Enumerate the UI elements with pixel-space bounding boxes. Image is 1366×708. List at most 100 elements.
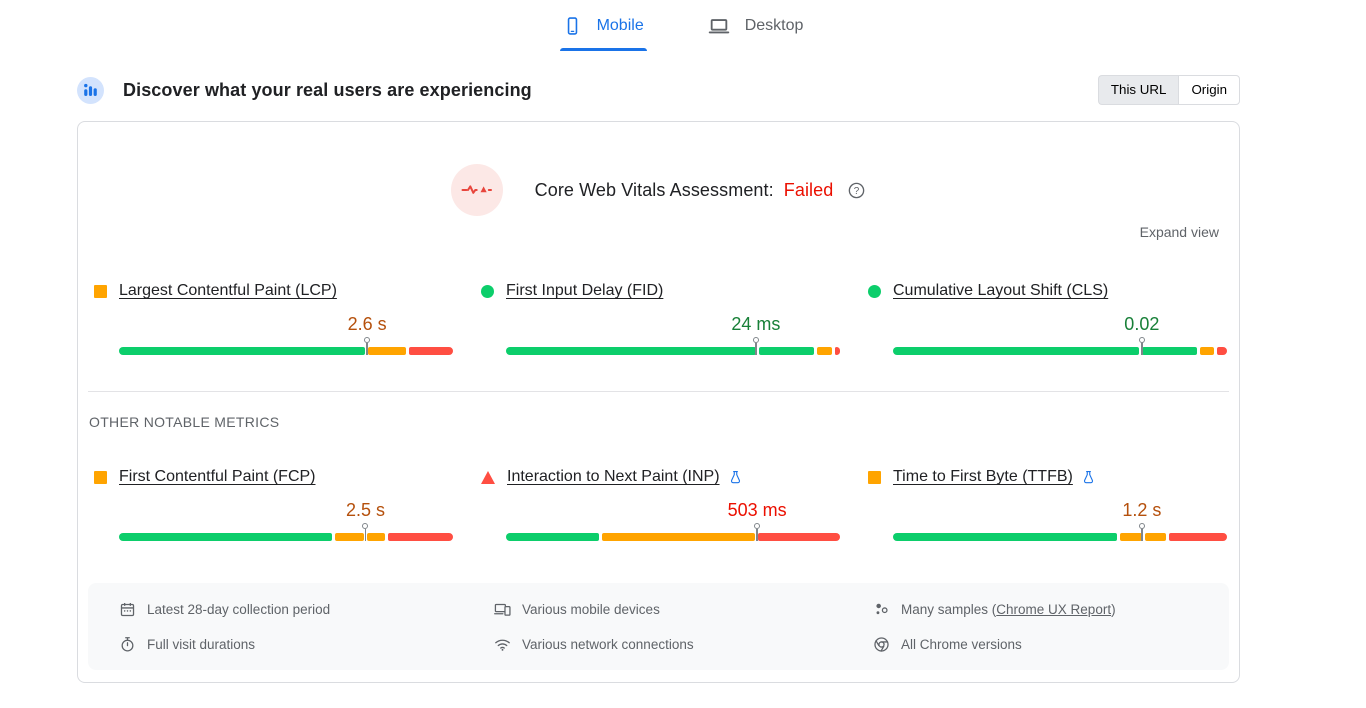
metric-value: 24 ms	[731, 314, 781, 334]
metric-link[interactable]: First Contentful Paint (FCP)	[119, 468, 316, 485]
section-divider	[88, 391, 1229, 392]
collection-info-item: Latest 28-day collection period	[119, 595, 494, 623]
help-icon[interactable]	[847, 181, 866, 200]
metric-value-row: 2.6 s	[119, 314, 453, 340]
collection-info-grid: Latest 28-day collection period Various …	[119, 595, 1209, 658]
metric-rating-bullet	[94, 284, 107, 298]
p75-marker-stem	[1141, 343, 1143, 355]
p75-marker-dot	[364, 337, 371, 343]
footer-item-text: Various mobile devices	[522, 601, 660, 617]
metric-value: 503 ms	[727, 500, 787, 520]
p75-marker	[362, 523, 369, 541]
assessment-label: Core Web Vitals Assessment:	[534, 179, 774, 200]
p75-marker	[752, 337, 759, 355]
distribution-segment-good	[1141, 347, 1198, 355]
distribution-segment-ni	[816, 347, 832, 355]
distribution-segment-poor	[758, 533, 840, 541]
metric-distribution-bar	[119, 347, 453, 355]
collection-info-item: Many samples (Chrome UX Report)	[873, 595, 1209, 623]
pulse-icon	[461, 185, 492, 194]
distribution-segment-good	[893, 347, 1139, 355]
metric-fcp: First Contentful Paint (FCP) 2.5 s	[94, 466, 454, 541]
tab-desktop-label: Desktop	[744, 17, 804, 34]
active-tab-underline	[559, 48, 647, 51]
desktop-icon	[708, 15, 730, 37]
tab-desktop[interactable]: Desktop	[705, 8, 807, 51]
other-metrics-row: First Contentful Paint (FCP) 2.5 s Inter…	[78, 466, 1239, 541]
metric-meter: 503 ms	[506, 500, 840, 541]
assessment-result: Failed	[783, 179, 834, 200]
footer-item-text: Full visit durations	[147, 636, 256, 652]
metric-bar-wrap	[893, 337, 1227, 355]
metric-value-row: 1.2 s	[893, 500, 1227, 526]
chrome-icon	[873, 636, 890, 653]
metric-link[interactable]: Interaction to Next Paint (INP)	[507, 468, 720, 485]
metric-rating-bullet	[481, 284, 494, 298]
p75-marker	[1138, 523, 1145, 541]
metric-meter: 24 ms	[506, 314, 840, 355]
metric-meter: 2.6 s	[119, 314, 453, 355]
metric-link[interactable]: First Input Delay (FID)	[506, 282, 664, 299]
metric-head: Interaction to Next Paint (INP)	[481, 466, 840, 488]
distribution-segment-ni	[1200, 347, 1214, 355]
metric-rating-bullet	[868, 284, 881, 298]
field-data-header: Discover what your real users are experi…	[77, 75, 1240, 105]
field-data-card: Core Web Vitals Assessment: Failed Expan…	[77, 121, 1240, 683]
metric-head: First Input Delay (FID)	[481, 280, 840, 302]
scope-toggle: This URL Origin	[1097, 75, 1240, 105]
metric-meter: 1.2 s	[893, 500, 1228, 541]
metric-meter: 2.5 s	[119, 500, 454, 541]
distribution-segment-ni	[602, 533, 756, 541]
metric-head: Largest Contentful Paint (LCP)	[94, 280, 453, 302]
p75-marker	[1138, 337, 1145, 355]
distribution-segment-poor	[1216, 347, 1227, 355]
footer-item-text: Latest 28-day collection period	[147, 601, 331, 617]
metric-head: Time to First Byte (TTFB)	[868, 466, 1227, 488]
this-url-button[interactable]: This URL	[1097, 75, 1179, 105]
metric-value: 2.5 s	[345, 500, 385, 520]
distribution-segment-poor	[834, 347, 840, 355]
metric-value-row: 0.02	[893, 314, 1227, 340]
footer-item-text: Various network connections	[522, 636, 694, 652]
distribution-segment-good	[506, 533, 600, 541]
distribution-segment-good	[506, 347, 757, 355]
metric-link[interactable]: Cumulative Layout Shift (CLS)	[893, 282, 1109, 299]
expand-view-link[interactable]: Expand view	[1139, 224, 1219, 240]
tab-mobile[interactable]: Mobile	[559, 8, 647, 51]
metric-distribution-bar	[119, 533, 454, 541]
metric-rating-bullet	[94, 470, 107, 484]
metric-bar-wrap	[506, 337, 840, 355]
chrome-ux-report-link[interactable]: Chrome UX Report	[996, 601, 1112, 617]
distribution-segment-ni	[1144, 533, 1166, 541]
p75-marker	[754, 523, 761, 541]
mobile-icon	[563, 15, 582, 37]
pulse-icon-circle	[450, 164, 503, 216]
p75-marker-dot	[1138, 337, 1145, 343]
distribution-segment-poor	[1168, 533, 1228, 541]
distribution-segment-poor	[387, 533, 454, 541]
p75-marker-stem	[1141, 529, 1143, 541]
experimental-flask-icon[interactable]	[1081, 470, 1096, 485]
metric-link[interactable]: Largest Contentful Paint (LCP)	[119, 282, 337, 299]
collection-info-footer: Latest 28-day collection period Various …	[88, 583, 1229, 670]
p75-marker-stem	[756, 529, 758, 541]
metric-rating-bullet	[481, 470, 495, 484]
origin-button[interactable]: Origin	[1178, 75, 1240, 105]
metric-value: 0.02	[1124, 314, 1160, 334]
distribution-segment-ni	[1119, 533, 1142, 541]
other-metrics-heading: OTHER NOTABLE METRICS	[89, 414, 280, 430]
experimental-flask-icon[interactable]	[728, 470, 743, 485]
distribution-segment-good	[759, 347, 814, 355]
metric-fid: First Input Delay (FID) 24 ms	[481, 280, 840, 355]
collection-info-item: All Chrome versions	[873, 630, 1209, 658]
metric-value-row: 24 ms	[506, 314, 840, 340]
metric-distribution-bar	[893, 533, 1228, 541]
collection-info-item: Various mobile devices	[494, 595, 873, 623]
metric-link[interactable]: Time to First Byte (TTFB)	[893, 468, 1073, 485]
calendar-icon	[119, 601, 136, 618]
footer-item-text: Many samples (Chrome UX Report)	[901, 601, 1116, 617]
p75-marker-dot	[1138, 523, 1145, 529]
metric-distribution-bar	[506, 347, 840, 355]
metric-head: Cumulative Layout Shift (CLS)	[868, 280, 1227, 302]
distribution-segment-ni	[367, 533, 385, 541]
